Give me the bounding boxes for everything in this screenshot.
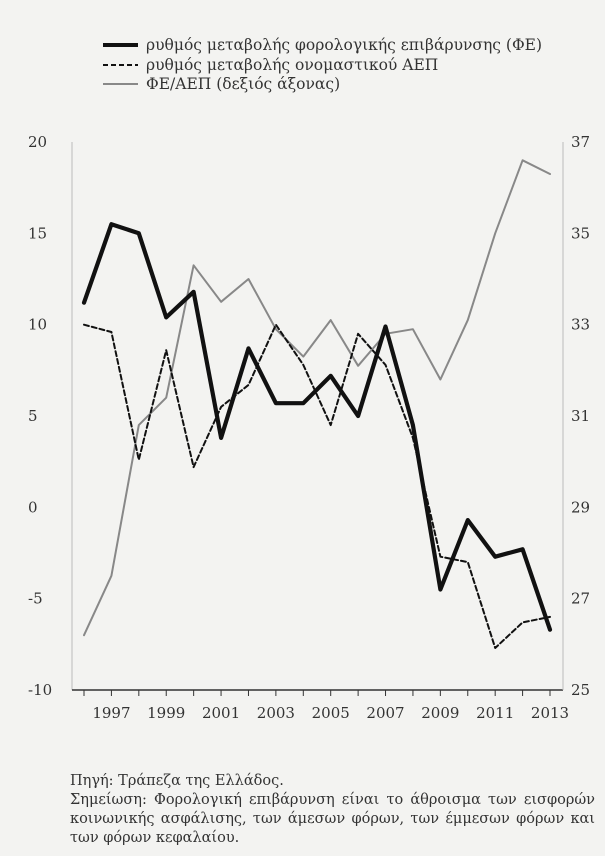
y-right-tick-label: 35 <box>571 224 590 242</box>
x-tick-label: 1997 <box>92 704 130 722</box>
ticks-layer: 20 15 10 5 0 -5 -10 37 35 33 31 29 27 25 1997 1999 2001 2… <box>28 133 590 722</box>
line-chart: ρυθμός μεταβολής φορολογικής επιβάρυνσης… <box>28 36 590 722</box>
x-tick-label: 2013 <box>531 704 569 722</box>
y-left-tick-label: -10 <box>28 681 52 699</box>
y-right-tick-label: 33 <box>571 316 590 334</box>
series-line-tax-burden <box>81 222 553 632</box>
x-tick-label: 2003 <box>257 704 295 722</box>
figure-notes: Πηγή: Τράπεζα της Ελλάδος. Σημείωση: Φορ… <box>70 772 595 848</box>
y-right-tick-label: 37 <box>571 133 590 151</box>
y-left-tick-label: -5 <box>28 590 43 608</box>
x-tick-label: 1999 <box>147 704 185 722</box>
y-right-tick-label: 25 <box>571 681 590 699</box>
y-right-tick-label: 29 <box>571 498 590 516</box>
legend-label-nominal-gdp: ρυθμός μεταβολής ονομαστικού ΑΕΠ <box>146 56 438 74</box>
y-left-tick-label: 5 <box>28 407 38 425</box>
y-left-tick-label: 10 <box>28 316 47 334</box>
y-right-tick-label: 31 <box>571 407 590 425</box>
legend-label-tax-to-gdp: ΦΕ/ΑΕΠ (δεξιός άξονας) <box>146 75 340 93</box>
x-tick-label: 2007 <box>366 704 404 722</box>
series-layer <box>81 159 553 649</box>
legend: ρυθμός μεταβολής φορολογικής επιβάρυνσης… <box>103 36 542 93</box>
y-right-tick-label: 27 <box>571 590 590 608</box>
y-left-tick-label: 20 <box>28 133 47 151</box>
note-text: Σημείωση: Φορολογική επιβάρυνση είναι το… <box>70 792 595 846</box>
x-tick-label: 2001 <box>202 704 240 722</box>
x-tick-label: 2005 <box>312 704 350 722</box>
y-left-tick-label: 0 <box>28 498 38 516</box>
x-tick-label: 2009 <box>421 704 459 722</box>
series-line-tax-to-gdp <box>83 159 551 637</box>
source-text: Πηγή: Τράπεζα της Ελλάδος. <box>70 773 284 789</box>
y-left-tick-label: 15 <box>28 224 47 242</box>
x-tick-label: 2011 <box>476 704 514 722</box>
legend-label-tax-burden: ρυθμός μεταβολής φορολογικής επιβάρυνσης… <box>146 36 542 54</box>
series-line-nominal-gdp <box>83 323 551 649</box>
